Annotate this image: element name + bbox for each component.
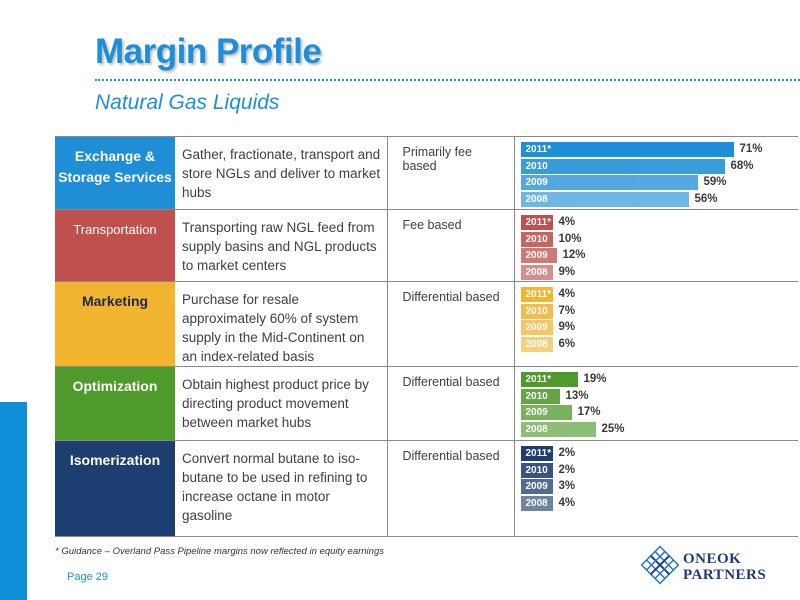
page-number: Page 29	[67, 571, 108, 583]
bar: 2011*	[520, 142, 734, 157]
left-accent-bar	[0, 402, 27, 600]
bar-row: 2008 6%	[520, 336, 799, 353]
table-row: Marketing Purchase for resale approximat…	[55, 281, 799, 367]
fee-type-cell: Fee based	[387, 209, 514, 282]
bar-value-label: 2%	[558, 463, 576, 476]
description-cell: Purchase for resale approximately 60% of…	[175, 281, 388, 367]
bar-value-label: 25%	[601, 422, 625, 435]
bar-value-label: 17%	[577, 406, 601, 418]
bar-value-label: 3%	[558, 480, 576, 492]
fee-type-cell: Primarily fee based	[387, 136, 514, 210]
bar: 2011*	[520, 446, 553, 461]
footnote: * Guidance – Overland Pass Pipeline marg…	[55, 546, 384, 557]
bar-value-label: 56%	[694, 192, 718, 205]
bar-row: 2009 59%	[520, 174, 799, 191]
description-cell: Gather, fractionate, transport and store…	[175, 136, 388, 210]
description-cell: Convert normal butane to iso-butane to b…	[175, 440, 388, 537]
bar-chart-cell: 2011* 4% 2010 7% 2009 9% 2008 6%	[513, 281, 799, 367]
table-row: Isomerization Convert normal butane to i…	[55, 440, 799, 537]
table-row: Exchange & Storage Services Gather, frac…	[55, 136, 799, 210]
bar: 2009	[520, 479, 553, 494]
bar: 2011*	[520, 372, 578, 387]
fee-type-cell: Differential based	[387, 366, 514, 441]
bar-value-label: 4%	[558, 496, 576, 509]
title-divider	[95, 79, 800, 81]
bar-row: 2010 13%	[520, 388, 799, 405]
logo-line-1: ONEOK	[683, 551, 742, 567]
fee-type-cell: Differential based	[387, 281, 514, 367]
bar-row: 2010 10%	[520, 231, 799, 248]
bar: 2009	[520, 405, 572, 420]
bar-value-label: 71%	[739, 143, 763, 155]
bar: 2011*	[520, 287, 553, 302]
bar-row: 2010 2%	[520, 462, 799, 479]
bar: 2011*	[520, 215, 553, 230]
bar-row: 2008 56%	[520, 191, 799, 208]
bar-row: 2009 17%	[520, 404, 799, 421]
bar-value-label: 9%	[558, 321, 576, 333]
segment-cell: Marketing	[55, 281, 175, 367]
bar-row: 2009 3%	[520, 478, 799, 495]
description-cell: Transporting raw NGL feed from supply ba…	[175, 209, 388, 282]
margin-profile-table: Exchange & Storage Services Gather, frac…	[55, 136, 798, 537]
page-title: Margin Profile	[95, 32, 322, 71]
bar: 2010	[520, 462, 553, 478]
bar: 2009	[520, 320, 553, 335]
bar-row: 2009 9%	[520, 319, 799, 336]
bar-row: 2011* 71%	[520, 141, 799, 158]
bar-value-label: 6%	[558, 337, 576, 350]
bar-chart-cell: 2011* 19% 2010 13% 2009 17% 2008 25%	[513, 366, 799, 441]
bar-row: 2008 9%	[520, 264, 799, 281]
bar-row: 2009 12%	[520, 247, 799, 264]
bar: 2008	[520, 336, 553, 352]
bar-row: 2011* 4%	[520, 286, 799, 303]
bar-value-label: 68%	[730, 159, 754, 172]
bar-value-label: 19%	[583, 373, 607, 385]
bar-value-label: 4%	[558, 288, 576, 300]
description-cell: Obtain highest product price by directin…	[175, 366, 388, 441]
bar-value-label: 12%	[562, 249, 586, 261]
bar-chart-cell: 2011* 2% 2010 2% 2009 3% 2008 4%	[513, 440, 799, 537]
bar: 2010	[520, 388, 560, 404]
bar: 2008	[520, 421, 596, 437]
bar: 2010	[520, 231, 553, 247]
page-subtitle: Natural Gas Liquids	[95, 91, 280, 114]
bar-value-label: 59%	[703, 176, 727, 188]
bar-row: 2011* 19%	[520, 371, 799, 388]
logo-wordmark: ONEOK PARTNERS	[683, 551, 766, 583]
bar: 2010	[520, 158, 725, 174]
bar: 2008	[520, 264, 553, 280]
bar-row: 2008 25%	[520, 421, 799, 438]
fee-type-cell: Differential based	[387, 440, 514, 537]
bar-row: 2010 7%	[520, 303, 799, 320]
table-row: Optimization Obtain highest product pric…	[55, 366, 799, 441]
logo-line-2: PARTNERS	[683, 567, 767, 583]
segment-cell: Isomerization	[55, 440, 175, 537]
bar-row: 2011* 2%	[520, 445, 799, 462]
bar-value-label: 9%	[558, 265, 576, 278]
bar-chart-cell: 2011* 71% 2010 68% 2009 59% 2008 56%	[513, 136, 799, 210]
bar: 2009	[520, 248, 557, 263]
bar-value-label: 13%	[565, 389, 589, 402]
oneok-logo-icon	[640, 545, 680, 585]
bar: 2009	[520, 175, 698, 190]
segment-cell: Exchange & Storage Services	[55, 136, 175, 210]
bar-row: 2011* 4%	[520, 214, 799, 231]
bar-value-label: 10%	[558, 232, 582, 245]
bar-row: 2010 68%	[520, 158, 799, 175]
bar-value-label: 7%	[558, 304, 576, 317]
table-row: Transportation Transporting raw NGL feed…	[55, 209, 799, 282]
bar-value-label: 2%	[558, 447, 576, 459]
segment-cell: Optimization	[55, 366, 175, 441]
bar-chart-cell: 2011* 4% 2010 10% 2009 12% 2008 9%	[513, 209, 799, 282]
bar: 2008	[520, 495, 553, 511]
bar: 2010	[520, 303, 553, 319]
bar-value-label: 4%	[558, 216, 576, 228]
bar-row: 2008 4%	[520, 495, 799, 512]
bar: 2008	[520, 191, 689, 207]
segment-cell: Transportation	[55, 209, 175, 282]
